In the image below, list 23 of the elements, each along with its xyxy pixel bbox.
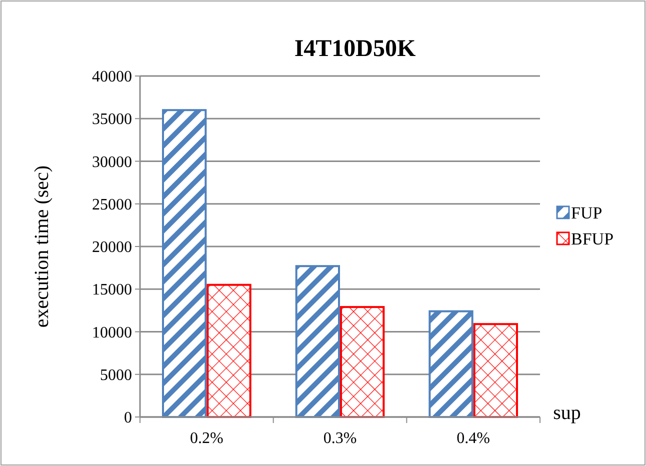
x-axis-title: sup xyxy=(553,402,581,424)
y-tick-label: 0 xyxy=(124,410,132,427)
bar xyxy=(428,310,474,418)
legend-label: BFUP xyxy=(571,229,614,248)
x-tick-label: 0.3% xyxy=(323,430,357,447)
bar xyxy=(473,323,518,418)
legend-label: FUP xyxy=(571,203,602,222)
y-tick-label: 30000 xyxy=(92,154,132,171)
y-axis-title: execution time (sec) xyxy=(31,165,53,328)
y-tick-label: 10000 xyxy=(92,324,132,342)
y-tick-label: 40000 xyxy=(92,68,132,86)
y-tick-label: 25000 xyxy=(92,196,132,214)
x-tick-label: 0.2% xyxy=(190,430,224,447)
bar xyxy=(295,265,340,418)
y-tick-label: 5000 xyxy=(100,366,132,384)
x-tick-label: 0.4% xyxy=(456,430,490,447)
y-tick-label: 20000 xyxy=(92,239,132,256)
y-tick-label: 15000 xyxy=(92,282,132,299)
bar xyxy=(206,284,252,418)
y-tick-label: 35000 xyxy=(92,111,132,128)
bar xyxy=(162,109,207,418)
chart-title: I4T10D50K xyxy=(294,36,416,62)
bar xyxy=(340,306,385,418)
